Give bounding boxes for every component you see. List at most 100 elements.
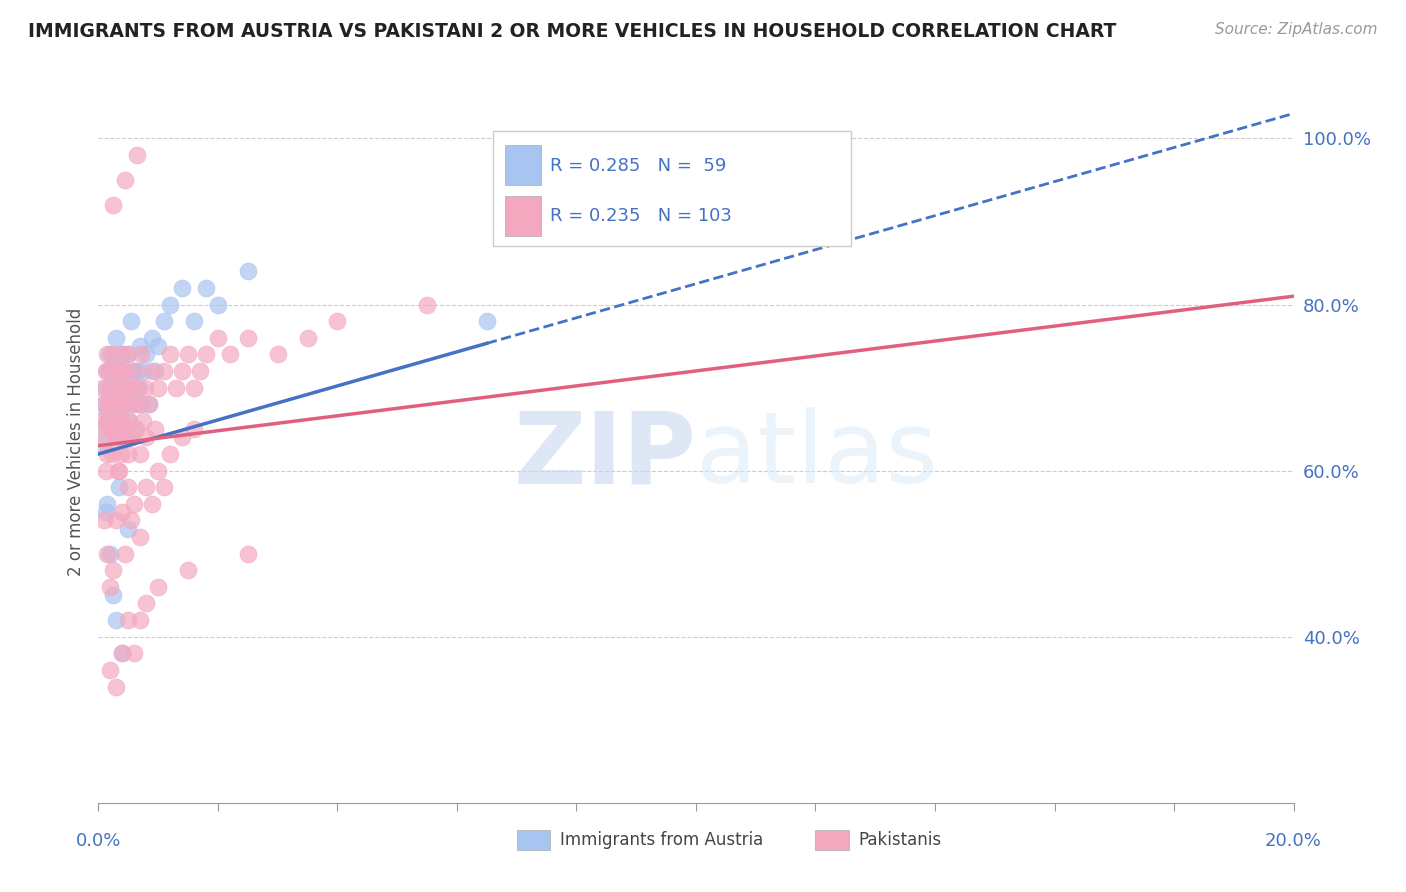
Point: [183, 314, 205, 328]
Point: [91, 439, 114, 453]
Point: [93, 397, 115, 411]
Point: [107, 414, 129, 428]
Point: [103, 198, 125, 212]
Text: Source: ZipAtlas.com: Source: ZipAtlas.com: [1215, 22, 1378, 37]
Point: [111, 414, 134, 428]
Bar: [517, 830, 550, 850]
Point: [96, 347, 118, 361]
Point: [122, 364, 145, 378]
Point: [153, 364, 176, 378]
Point: [101, 372, 124, 386]
Point: [96, 497, 118, 511]
Point: [100, 397, 122, 411]
Point: [183, 380, 205, 394]
Point: [93, 430, 115, 444]
Point: [107, 380, 129, 394]
Point: [118, 414, 141, 428]
Point: [236, 331, 259, 345]
Point: [153, 480, 176, 494]
Point: [98, 414, 121, 428]
Point: [114, 173, 136, 187]
Text: IMMIGRANTS FROM AUSTRIA VS PAKISTANI 2 OR MORE VEHICLES IN HOUSEHOLD CORRELATION: IMMIGRANTS FROM AUSTRIA VS PAKISTANI 2 O…: [28, 22, 1116, 41]
Point: [159, 297, 181, 311]
Point: [107, 430, 129, 444]
Point: [122, 397, 145, 411]
Point: [120, 380, 142, 394]
Point: [110, 397, 132, 411]
Point: [177, 347, 200, 361]
Point: [103, 422, 125, 436]
Point: [124, 364, 146, 378]
Point: [131, 397, 153, 411]
Point: [127, 148, 149, 162]
Point: [138, 397, 160, 411]
Point: [118, 414, 141, 428]
Point: [90, 414, 112, 428]
Point: [111, 646, 134, 660]
Point: [129, 339, 152, 353]
Bar: [505, 145, 541, 185]
Point: [117, 480, 139, 494]
Text: 20.0%: 20.0%: [1265, 832, 1322, 850]
Point: [117, 522, 139, 536]
Point: [132, 414, 155, 428]
Point: [120, 380, 142, 394]
Point: [110, 380, 132, 394]
Point: [96, 364, 118, 378]
Point: [475, 314, 498, 328]
Point: [96, 447, 118, 461]
Y-axis label: 2 or more Vehicles in Household: 2 or more Vehicles in Household: [66, 308, 84, 575]
Point: [128, 397, 150, 411]
Point: [115, 380, 138, 394]
Point: [105, 364, 128, 378]
Point: [108, 422, 131, 436]
Point: [127, 364, 149, 378]
Point: [267, 347, 290, 361]
Point: [104, 356, 127, 370]
Point: [165, 380, 187, 394]
Point: [103, 588, 125, 602]
Point: [127, 380, 149, 394]
Point: [148, 580, 170, 594]
Point: [117, 613, 139, 627]
Text: Immigrants from Austria: Immigrants from Austria: [560, 830, 763, 848]
Point: [114, 397, 136, 411]
Point: [100, 389, 122, 403]
Point: [183, 422, 205, 436]
Text: Pakistanis: Pakistanis: [859, 830, 942, 848]
Point: [207, 331, 229, 345]
Point: [177, 563, 200, 577]
Point: [125, 422, 148, 436]
Point: [111, 347, 134, 361]
Point: [103, 430, 125, 444]
Point: [148, 380, 170, 394]
Point: [172, 430, 194, 444]
Point: [108, 480, 131, 494]
Point: [117, 430, 139, 444]
Point: [98, 380, 122, 394]
Point: [98, 422, 122, 436]
Point: [120, 314, 142, 328]
Point: [110, 447, 132, 461]
Text: ZIP: ZIP: [513, 408, 696, 505]
Point: [98, 397, 121, 411]
Point: [135, 347, 157, 361]
Point: [124, 646, 146, 660]
Point: [103, 414, 125, 428]
Point: [105, 513, 128, 527]
Point: [129, 447, 152, 461]
Point: [131, 347, 153, 361]
Point: [103, 563, 125, 577]
Point: [129, 613, 152, 627]
Point: [148, 464, 170, 478]
Point: [105, 331, 128, 345]
Point: [114, 364, 136, 378]
Point: [188, 364, 211, 378]
Point: [117, 447, 139, 461]
Point: [117, 347, 139, 361]
FancyBboxPatch shape: [494, 131, 852, 246]
Point: [120, 513, 142, 527]
Point: [93, 397, 115, 411]
Point: [94, 464, 117, 478]
Point: [111, 505, 134, 519]
